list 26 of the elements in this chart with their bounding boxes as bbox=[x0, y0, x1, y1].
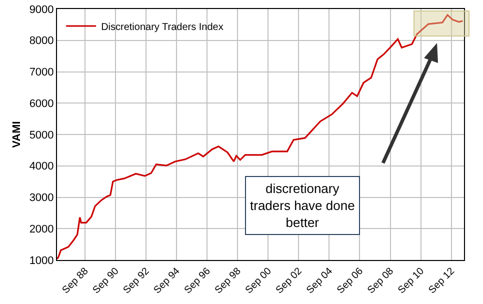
y-tick-label: 4000 bbox=[29, 160, 54, 173]
x-tick-label: Sep 02 bbox=[274, 266, 305, 296]
x-tick-label: Sep 12 bbox=[426, 266, 458, 296]
x-tick-label: Sep 90 bbox=[90, 266, 122, 296]
x-tick-label: Sep 88 bbox=[60, 266, 91, 296]
x-tick-label: Sep 06 bbox=[335, 266, 366, 296]
y-tick-label: 5000 bbox=[29, 129, 54, 142]
y-tick-label: 9000 bbox=[29, 4, 54, 16]
y-tick-label: 3000 bbox=[29, 192, 54, 204]
y-tick-label: 7000 bbox=[29, 66, 54, 79]
annotation: discretionary traders have done better bbox=[250, 181, 355, 230]
legend-label: Discretionary Traders Index bbox=[101, 22, 224, 33]
x-tick-label: Sep 08 bbox=[366, 266, 396, 296]
x-tick-label: Sep 96 bbox=[182, 266, 214, 296]
line-series bbox=[57, 14, 464, 260]
y-tick-label: 6000 bbox=[29, 98, 54, 110]
y-axis-title: VAMI bbox=[10, 121, 23, 148]
y-tick-label: 8000 bbox=[29, 35, 54, 48]
x-tick-label: Sep 94 bbox=[152, 266, 183, 296]
y-tick-label: 1000 bbox=[29, 254, 54, 267]
x-tick-label: Sep 04 bbox=[304, 266, 336, 296]
x-tick-label: Sep 00 bbox=[244, 266, 274, 296]
x-tick-label: Sep 98 bbox=[213, 266, 244, 296]
x-tick-label: Sep 10 bbox=[396, 266, 427, 296]
y-tick-label: 2000 bbox=[29, 223, 54, 236]
x-tick-label: Sep 92 bbox=[122, 266, 152, 296]
